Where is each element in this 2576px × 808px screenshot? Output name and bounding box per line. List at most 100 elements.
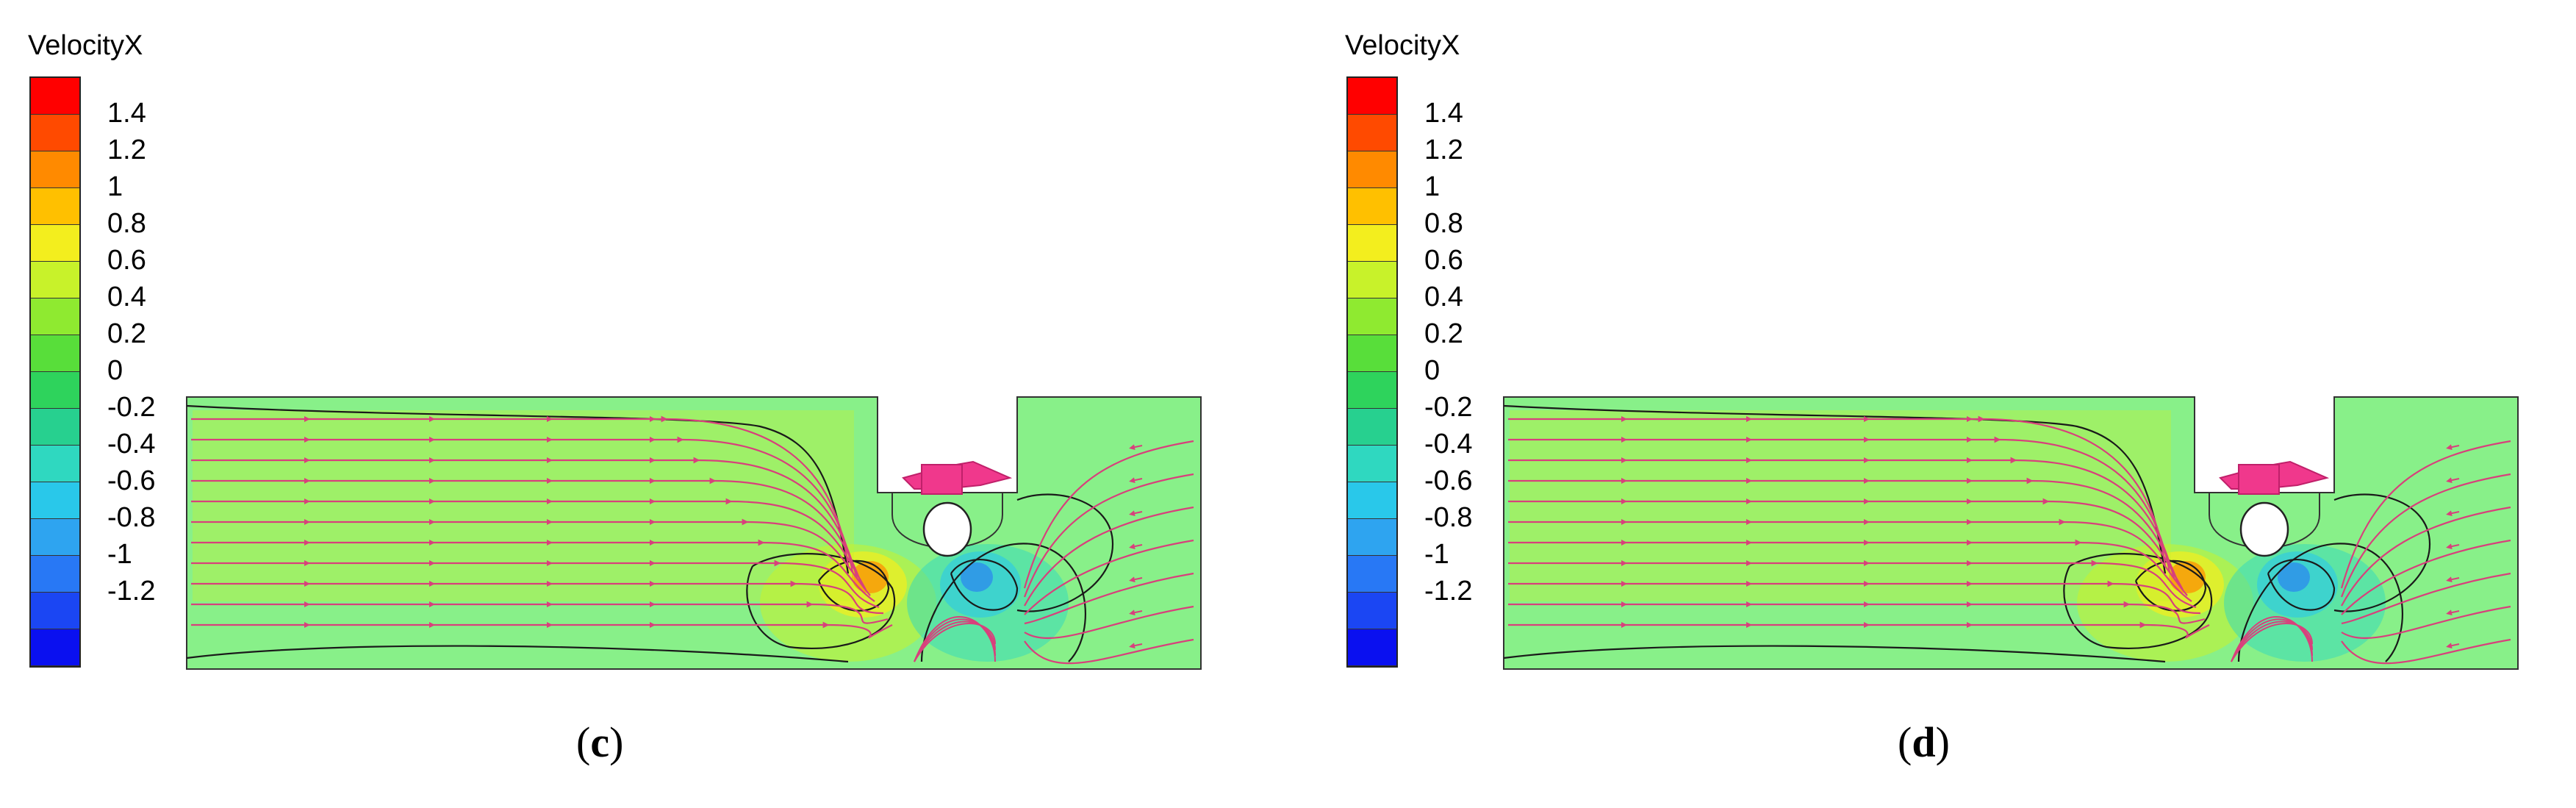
panel-label: (d) bbox=[1898, 717, 1950, 768]
streamline bbox=[2341, 638, 2511, 665]
colorbar-band bbox=[31, 262, 79, 298]
flow-arrow bbox=[2446, 510, 2460, 517]
colorbar-tick-label: -1 bbox=[1424, 539, 1449, 570]
streamline bbox=[914, 616, 996, 662]
streamline bbox=[191, 415, 850, 567]
streamline bbox=[1024, 506, 1194, 607]
flow-arrow bbox=[1129, 444, 1143, 451]
flow-arrow bbox=[2446, 609, 2460, 616]
colorbar-tick-label: 0 bbox=[1424, 355, 1441, 386]
streamline bbox=[1508, 457, 2175, 579]
contour-line bbox=[1503, 404, 2167, 574]
label-letter: c bbox=[590, 718, 610, 766]
contour-line bbox=[1503, 645, 2166, 663]
streamline bbox=[1508, 601, 2206, 624]
streamline bbox=[2340, 440, 2511, 589]
streamline bbox=[1024, 572, 1194, 625]
panel-c: VelocityX 1.4 1.2 1 0.8 0.6 0.4 0.2 0 -0.2 -0.4 -0… bbox=[28, 30, 1202, 766]
streamline bbox=[1508, 518, 2188, 596]
streamline bbox=[1023, 473, 1194, 598]
colorbar-tick-label: 0 bbox=[107, 355, 123, 386]
colorbar-tick-label: -1.2 bbox=[1424, 576, 1473, 607]
colorbar-band bbox=[1348, 151, 1396, 188]
streamline bbox=[191, 621, 893, 639]
colorbar-band bbox=[31, 446, 79, 482]
contour-line bbox=[186, 404, 850, 574]
colorbar-tick-label: -0.2 bbox=[1424, 392, 1473, 423]
streamline bbox=[1024, 638, 1194, 665]
colorbar-band bbox=[31, 519, 79, 556]
flow-arrow bbox=[1129, 609, 1143, 616]
contour-line bbox=[2333, 493, 2431, 612]
contour-line bbox=[920, 543, 1086, 662]
contour-line bbox=[746, 553, 896, 649]
colorbar-band bbox=[31, 593, 79, 629]
streamline bbox=[1508, 539, 2192, 602]
velocity-field-plot bbox=[1503, 396, 2519, 670]
colorbar-band bbox=[1348, 519, 1396, 556]
flow-arrow bbox=[1129, 510, 1143, 517]
flow-arrow bbox=[1129, 643, 1143, 649]
streamline bbox=[1508, 477, 2180, 584]
flow-arrow bbox=[2446, 477, 2460, 484]
streamline bbox=[1508, 498, 2184, 590]
colorbar-tick-label: 0.6 bbox=[107, 245, 146, 276]
streamline bbox=[1508, 621, 2210, 639]
colorbar-band bbox=[1348, 446, 1396, 482]
flow-arrow bbox=[2446, 444, 2460, 451]
flow-arrow bbox=[1129, 576, 1143, 583]
flow-arrow bbox=[2446, 576, 2460, 583]
colorbar-title: VelocityX bbox=[1345, 30, 1460, 61]
flow-arrow bbox=[2446, 643, 2460, 649]
colorbar-band bbox=[1348, 225, 1396, 262]
colorbar-tick-label: 1.2 bbox=[107, 135, 146, 165]
colorbar-tick-label: 1.4 bbox=[107, 98, 146, 129]
streamline bbox=[1508, 436, 2171, 573]
streamline bbox=[1508, 580, 2201, 615]
streamline bbox=[1023, 440, 1194, 589]
cylinder bbox=[2239, 501, 2289, 557]
colorbar bbox=[1346, 76, 1398, 668]
contour-line bbox=[1016, 493, 1114, 612]
colorbar-tick-label: 1 bbox=[107, 171, 123, 202]
colorbar-tick-label: -0.2 bbox=[107, 392, 156, 423]
streamline bbox=[1024, 539, 1194, 615]
colorbar-tick-label: -0.8 bbox=[1424, 502, 1473, 533]
colorbar-band bbox=[1348, 556, 1396, 593]
streamline bbox=[191, 457, 858, 579]
streamline bbox=[191, 518, 871, 596]
colorbar-band bbox=[1348, 372, 1396, 409]
colorbar bbox=[29, 76, 81, 668]
flow-arrow bbox=[2446, 543, 2460, 550]
streamline bbox=[2231, 616, 2313, 662]
contour-line bbox=[2237, 543, 2403, 662]
colorbar-band bbox=[1348, 409, 1396, 446]
streamline bbox=[2341, 572, 2511, 625]
impeller-hub bbox=[921, 464, 963, 495]
streamline bbox=[2231, 618, 2313, 662]
colorbar-band bbox=[1348, 115, 1396, 151]
colorbar-band bbox=[31, 298, 79, 335]
streamline bbox=[2231, 621, 2313, 662]
colorbar-band bbox=[31, 225, 79, 262]
streamline bbox=[191, 436, 854, 573]
colorbar-tick-label: 1.4 bbox=[1424, 98, 1463, 129]
label-open-paren: ( bbox=[576, 718, 591, 766]
colorbar-tick-label: -0.6 bbox=[107, 465, 156, 496]
contour-region bbox=[193, 410, 854, 601]
colorbar-band bbox=[31, 335, 79, 372]
streamline bbox=[2231, 623, 2313, 662]
impeller-hub bbox=[2238, 464, 2280, 495]
colorbar-tick-label: -0.4 bbox=[1424, 429, 1473, 460]
streamline bbox=[1508, 559, 2197, 609]
label-close-paren: ) bbox=[1935, 718, 1950, 766]
streamline bbox=[2341, 605, 2511, 639]
colorbar-title: VelocityX bbox=[28, 30, 143, 61]
velocity-field-plot bbox=[186, 396, 1202, 670]
streamline bbox=[1024, 605, 1194, 639]
colorbar-tick-label: -0.6 bbox=[1424, 465, 1473, 496]
colorbar-tick-label: 0.2 bbox=[107, 318, 146, 349]
colorbar-tick-label: 0.4 bbox=[1424, 282, 1463, 312]
streamline bbox=[191, 498, 867, 590]
colorbar-band bbox=[31, 482, 79, 519]
